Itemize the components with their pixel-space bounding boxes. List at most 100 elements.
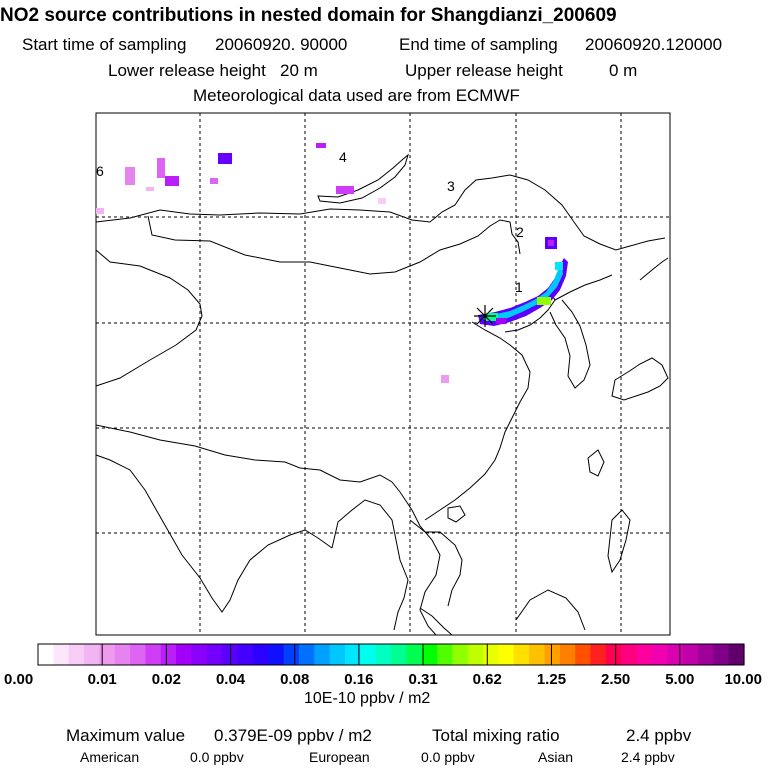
concentration-cell <box>146 187 154 191</box>
american-label: American <box>80 749 140 765</box>
colorbar-swatch <box>605 644 622 665</box>
colorbar-tick-label: 0.01 <box>88 671 117 688</box>
start-time-label: Start time of sampling <box>22 35 187 54</box>
max-value: 0.379E-09 ppbv / m2 <box>214 726 372 745</box>
hainan-outline <box>447 505 466 523</box>
colorbar-tick-label: 0.08 <box>280 671 309 688</box>
colorbar-swatch <box>68 644 85 665</box>
laos-vietnam-border <box>409 519 463 607</box>
european-label: European <box>309 749 370 765</box>
zone-label: 4 <box>339 149 347 165</box>
philippines-outline <box>607 509 631 574</box>
colorbar-swatch <box>682 644 699 665</box>
colorbar-swatch <box>636 644 653 665</box>
concentration-cell <box>96 208 104 214</box>
concentration-cell <box>336 186 354 194</box>
colorbar-swatch <box>375 644 392 665</box>
colorbar-tick-label: 1.25 <box>537 671 566 688</box>
mongolia-china-border <box>147 215 521 275</box>
colorbar-swatch <box>651 644 668 665</box>
colorbar-swatch <box>298 644 315 665</box>
concentration-cell <box>486 313 498 321</box>
concentration-cell <box>537 297 551 305</box>
colorbar-swatch <box>237 644 254 665</box>
china-east-coast <box>424 321 531 521</box>
colorbar-swatch <box>728 644 745 665</box>
colorbar-swatch <box>513 644 530 665</box>
lower-release-label: Lower release height <box>108 61 266 80</box>
concentration-cell <box>210 178 218 184</box>
upper-release-label: Upper release height <box>405 61 563 80</box>
colorbar-cells <box>38 644 745 665</box>
concentration-cell <box>496 318 506 324</box>
colorbar-tick-label: 0.04 <box>216 671 246 688</box>
asian-label: Asian <box>538 749 574 765</box>
peninsula-coast <box>419 607 453 636</box>
concentration-cell <box>125 167 135 185</box>
colorbar-swatch <box>713 644 730 665</box>
lower-release-value: 20 m <box>280 61 318 80</box>
colorbar-swatch <box>406 644 423 665</box>
colorbar-swatch <box>437 644 453 665</box>
colorbar-swatch <box>344 644 361 665</box>
total-mixing-value: 2.4 ppbv <box>626 726 692 745</box>
concentration-cell <box>548 240 554 246</box>
colorbar-swatch <box>621 644 638 665</box>
zone-label: 2 <box>516 224 524 240</box>
concentration-cell <box>165 176 179 186</box>
zone-label: 3 <box>447 178 455 194</box>
colorbar-tick-labels: 0.00 0.01 0.02 0.04 0.08 0.16 0.31 0.62 1.25 2.50… <box>4 671 762 688</box>
total-mixing-label: Total mixing ratio <box>432 726 560 745</box>
zone-label: 1 <box>515 279 523 295</box>
colorbar-swatch <box>590 644 607 665</box>
colorbar-swatch <box>252 644 269 665</box>
european-value: 0.0 ppbv <box>421 749 475 765</box>
indochina-coast <box>399 491 441 636</box>
japan-north <box>639 257 669 281</box>
colorbar-ticks <box>37 644 745 665</box>
western-china-border <box>95 249 203 387</box>
colorbar-swatch <box>559 644 576 665</box>
concentration-cell <box>218 153 232 164</box>
asian-value: 2.4 ppbv <box>621 749 675 765</box>
concentration-cell <box>441 375 449 383</box>
colorbar-swatch <box>360 644 377 665</box>
japan-outline <box>611 357 669 401</box>
colorbar-units: 10E-10 ppbv / m2 <box>304 690 431 707</box>
start-time-value: 20060920. 90000 <box>215 35 348 54</box>
colorbar-swatch <box>498 644 515 665</box>
russia-mongolia-border <box>95 174 666 251</box>
colorbar-swatch <box>283 644 300 665</box>
colorbar-swatch <box>529 644 546 665</box>
colorbar-tick-label: 0.62 <box>473 671 502 688</box>
colorbar-swatch <box>206 644 223 665</box>
colorbar-swatch <box>38 644 54 665</box>
colorbar-swatch <box>697 644 714 665</box>
colorbar-swatch <box>114 644 131 665</box>
korea-peninsula <box>549 299 591 389</box>
met-data-line: Meteorological data used are from ECMWF <box>193 86 520 105</box>
colorbar-swatch <box>191 644 208 665</box>
colorbar-tick-label: 0.31 <box>408 671 437 688</box>
colorbar-swatch <box>53 644 70 665</box>
colorbar-swatch <box>176 644 193 665</box>
colorbar-swatch <box>467 644 484 665</box>
colorbar-tick-label: 10.00 <box>724 671 762 688</box>
colorbar-swatch <box>544 644 561 665</box>
end-time-label: End time of sampling <box>399 35 558 54</box>
colorbar-swatch <box>329 644 346 665</box>
colorbar-tick-label: 5.00 <box>665 671 694 688</box>
colorbar-swatch <box>314 644 331 665</box>
boundaries <box>95 153 669 636</box>
colorbar-tick-label: 0.00 <box>4 671 33 688</box>
colorbar-swatch <box>145 644 162 665</box>
american-value: 0.0 ppbv <box>190 749 244 765</box>
colorbar-swatch <box>160 644 177 665</box>
india-outline <box>95 454 333 613</box>
himalaya-border <box>95 424 401 493</box>
colorbar-swatch <box>452 644 469 665</box>
colorbar-swatch <box>667 644 684 665</box>
colorbar-swatch <box>99 644 116 665</box>
colorbar-swatch <box>84 644 100 665</box>
concentration-field <box>96 143 568 383</box>
